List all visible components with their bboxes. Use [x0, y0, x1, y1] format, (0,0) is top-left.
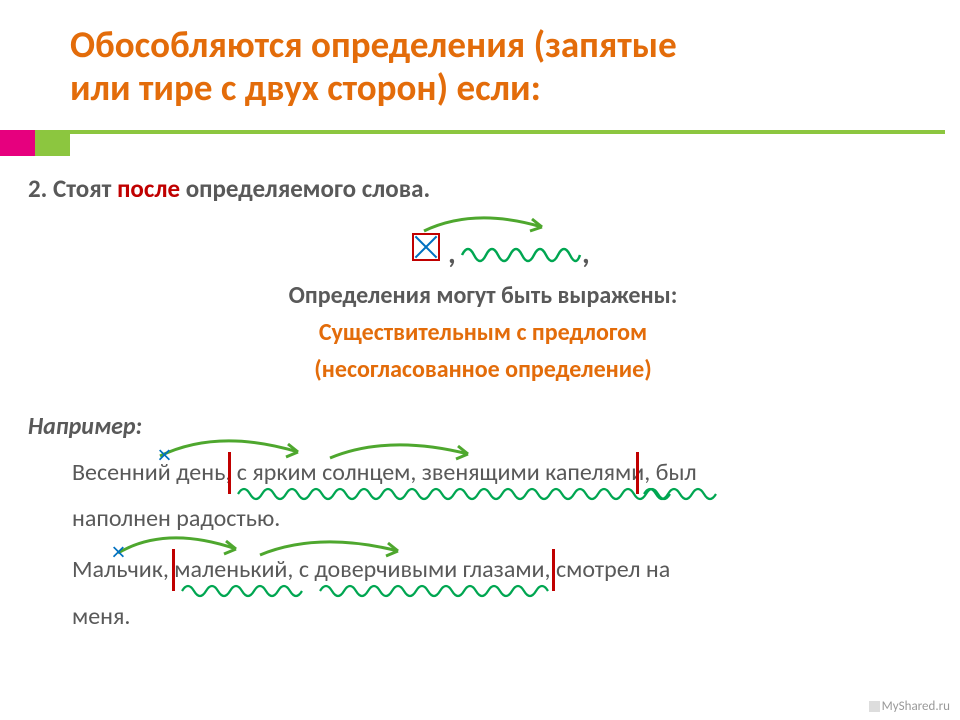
x-mark-icon: ×: [158, 434, 171, 474]
example-2-line-1: Мальчик, маленький, с доверчивыми глазам…: [28, 547, 938, 594]
accent-green: [35, 130, 70, 156]
x-mark-icon: ×: [112, 531, 125, 571]
title-block: Обособляются определения (запятые или ти…: [0, 0, 960, 109]
example-2: × Мальчик, маленький, с доверчивыми глаз…: [28, 547, 938, 641]
definition-type-1: Существительным с предлогом: [28, 314, 938, 351]
accent-bar: [0, 130, 70, 156]
red-bar: [172, 549, 175, 591]
footer-watermark: MyShared.ru: [869, 699, 950, 714]
divider-line: [70, 130, 945, 134]
footer-icon: [869, 701, 880, 712]
x-box-icon: [412, 233, 440, 261]
slide-title-line2: или тире с двух сторон) если:: [70, 67, 960, 110]
example-2-line-2: меня.: [28, 594, 938, 641]
wavy-line-icon: [460, 241, 582, 263]
red-bar: [228, 452, 231, 494]
accent-pink: [0, 130, 35, 156]
example-1: × Весенний день, с ярким солнцем, звенящ…: [28, 450, 938, 544]
scheme-comma-2: ,: [582, 231, 590, 278]
red-bar: [552, 549, 555, 591]
rule-text: 2. Стоят после определяемого слова.: [28, 170, 938, 209]
example-block: Например: × Весенний день, с ярким солнц…: [28, 408, 938, 640]
definitions-intro: Определения могут быть выражены:: [28, 277, 938, 314]
content-area: 2. Стоят после определяемого слова. , , …: [28, 170, 938, 641]
rule-highlight: после: [117, 173, 180, 204]
scheme-comma-1: ,: [448, 231, 456, 278]
rule-post: определяемого слова.: [180, 173, 430, 204]
definition-type-2: (несогласованное определение): [28, 351, 938, 388]
rule-number: 2.: [28, 173, 53, 204]
rule-pre: Стоят: [53, 173, 117, 204]
example-1-line-2: наполнен радостью.: [28, 496, 938, 543]
slide-title-line1: Обособляются определения (запятые: [70, 24, 960, 67]
red-bar: [636, 452, 639, 494]
footer-text: MyShared.ru: [882, 699, 950, 714]
scheme-diagram: , ,: [28, 227, 938, 267]
